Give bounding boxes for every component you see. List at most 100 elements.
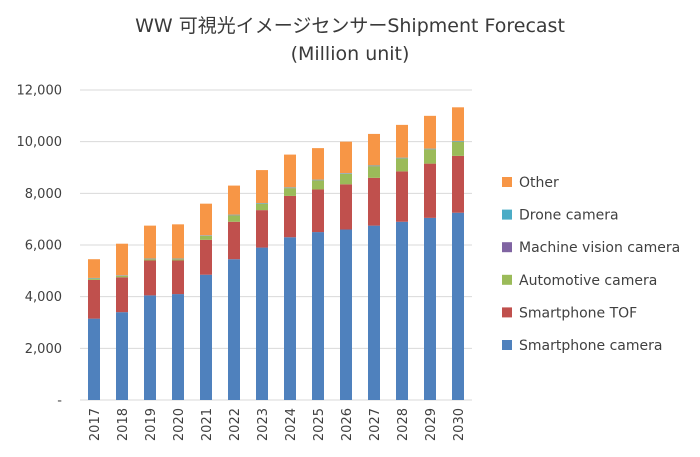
bar-segment-smartphone-tof-2030 <box>452 155 464 213</box>
x-tick-label: 2018 <box>116 408 131 441</box>
bar-segment-other-2023 <box>256 170 268 204</box>
bars <box>88 107 464 400</box>
bar-segment-smartphone-camera-2023 <box>256 247 268 400</box>
legend-label: Machine vision camera <box>519 240 680 256</box>
bar-segment-smartphone-tof-2022 <box>228 221 240 260</box>
bar-segment-other-2021 <box>200 203 212 236</box>
bar-segment-drone-camera-2026 <box>340 173 352 174</box>
bar-segment-automotive-camera-2025 <box>312 180 324 190</box>
bar-segment-other-2019 <box>144 225 156 259</box>
x-tick-label: 2026 <box>340 408 355 441</box>
y-tick-label: 2,000 <box>25 342 62 357</box>
legend-item-automotive-camera: Automotive camera <box>502 273 657 289</box>
bar-segment-drone-camera-2029 <box>424 148 436 150</box>
bar-segment-smartphone-camera-2017 <box>88 318 100 400</box>
bar-segment-smartphone-camera-2025 <box>312 232 324 400</box>
legend-swatch <box>502 340 512 350</box>
bar-segment-automotive-camera-2019 <box>144 259 156 261</box>
y-tick-label: 6,000 <box>25 239 62 254</box>
x-tick-label: 2022 <box>228 408 243 441</box>
y-axis: - 2,000 4,000 6,000 8,000 10,000 12,000 <box>17 84 63 409</box>
legend-item-smartphone-camera: Smartphone camera <box>502 338 662 354</box>
bar-segment-other-2024 <box>284 154 296 188</box>
legend-label: Smartphone camera <box>519 338 662 354</box>
bar-segment-smartphone-camera-2020 <box>172 294 184 400</box>
bar-segment-smartphone-tof-2020 <box>172 260 184 295</box>
bar-segment-smartphone-camera-2019 <box>144 295 156 400</box>
bar-segment-automotive-camera-2030 <box>452 141 464 156</box>
bar-segment-other-2018 <box>116 243 128 276</box>
legend-label: Automotive camera <box>519 273 657 289</box>
bar-segment-smartphone-camera-2021 <box>200 274 212 400</box>
y-tick-label: 8,000 <box>25 187 62 202</box>
bar-segment-other-2030 <box>452 107 464 141</box>
bar-segment-other-2020 <box>172 224 184 259</box>
bar-segment-smartphone-tof-2026 <box>340 184 352 230</box>
chart-title: WW 可視光イメージセンサーShipment Forecast <box>135 15 565 37</box>
bar-segment-smartphone-tof-2018 <box>116 277 128 313</box>
bar-segment-smartphone-tof-2029 <box>424 163 436 218</box>
bar-segment-smartphone-camera-2027 <box>368 225 380 400</box>
legend-swatch <box>502 274 512 285</box>
x-tick-label: 2025 <box>312 408 327 441</box>
bar-segment-smartphone-tof-2017 <box>88 279 100 319</box>
bar-segment-smartphone-camera-2029 <box>424 217 436 400</box>
bar-segment-smartphone-tof-2028 <box>396 171 408 222</box>
bar-segment-other-2025 <box>312 148 324 180</box>
bar-segment-other-2029 <box>424 115 436 149</box>
bar-segment-automotive-camera-2023 <box>256 203 268 211</box>
x-tick-label: 2017 <box>88 408 103 441</box>
x-tick-label: 2028 <box>396 408 411 441</box>
bar-segment-smartphone-tof-2021 <box>200 239 212 275</box>
x-tick-label: 2027 <box>368 408 383 441</box>
legend-item-machine-vision-camera: Machine vision camera <box>502 240 680 256</box>
x-axis: 2017 2018 2019 2020 2021 2022 2023 2024 2025 2026… <box>88 408 467 441</box>
bar-segment-automotive-camera-2024 <box>284 188 296 196</box>
bar-segment-smartphone-tof-2024 <box>284 195 296 238</box>
bar-segment-smartphone-tof-2025 <box>312 189 324 233</box>
bar-segment-smartphone-camera-2030 <box>452 212 464 400</box>
legend-label: Drone camera <box>519 208 619 224</box>
y-tick-label: - <box>57 394 62 409</box>
bar-segment-automotive-camera-2018 <box>116 276 128 278</box>
bar-segment-automotive-camera-2029 <box>424 149 436 164</box>
bar-segment-drone-camera-2030 <box>452 140 464 142</box>
bar-segment-smartphone-tof-2027 <box>368 177 380 226</box>
y-tick-label: 4,000 <box>25 290 62 305</box>
bar-segment-drone-camera-2024 <box>284 187 296 188</box>
bar-segment-smartphone-tof-2019 <box>144 260 156 296</box>
bar-segment-automotive-camera-2028 <box>396 158 408 172</box>
bar-segment-smartphone-camera-2022 <box>228 259 240 400</box>
legend-item-smartphone-tof: Smartphone TOF <box>502 305 637 321</box>
x-tick-label: 2029 <box>424 408 439 441</box>
bar-segment-other-2027 <box>368 133 380 166</box>
legend-label: Other <box>519 175 559 191</box>
legend-swatch <box>502 209 512 220</box>
bar-segment-automotive-camera-2027 <box>368 166 380 178</box>
legend-item-other: Other <box>502 175 559 191</box>
x-tick-label: 2023 <box>256 408 271 441</box>
x-tick-label: 2030 <box>452 408 467 441</box>
bar-segment-other-2017 <box>88 259 100 278</box>
bar-segment-drone-camera-2028 <box>396 157 408 159</box>
legend-item-drone-camera: Drone camera <box>502 208 619 224</box>
legend-label: Smartphone TOF <box>519 305 637 321</box>
bar-segment-other-2022 <box>228 185 240 215</box>
bar-segment-smartphone-camera-2026 <box>340 229 352 400</box>
bar-segment-drone-camera-2025 <box>312 179 324 181</box>
x-tick-label: 2021 <box>200 408 215 441</box>
chart-subtitle: (Million unit) <box>291 43 410 65</box>
legend: Other Drone camera Machine vision camera Au… <box>502 175 680 354</box>
y-tick-label: 10,000 <box>17 135 63 150</box>
legend-swatch <box>502 242 512 253</box>
legend-swatch <box>502 307 512 318</box>
x-tick-label: 2020 <box>172 408 187 441</box>
bar-segment-automotive-camera-2022 <box>228 215 240 222</box>
bar-segment-automotive-camera-2017 <box>88 278 100 280</box>
bar-segment-other-2026 <box>340 141 352 174</box>
legend-swatch <box>502 177 512 187</box>
bar-segment-smartphone-camera-2018 <box>116 312 128 400</box>
bar-segment-automotive-camera-2021 <box>200 235 212 240</box>
